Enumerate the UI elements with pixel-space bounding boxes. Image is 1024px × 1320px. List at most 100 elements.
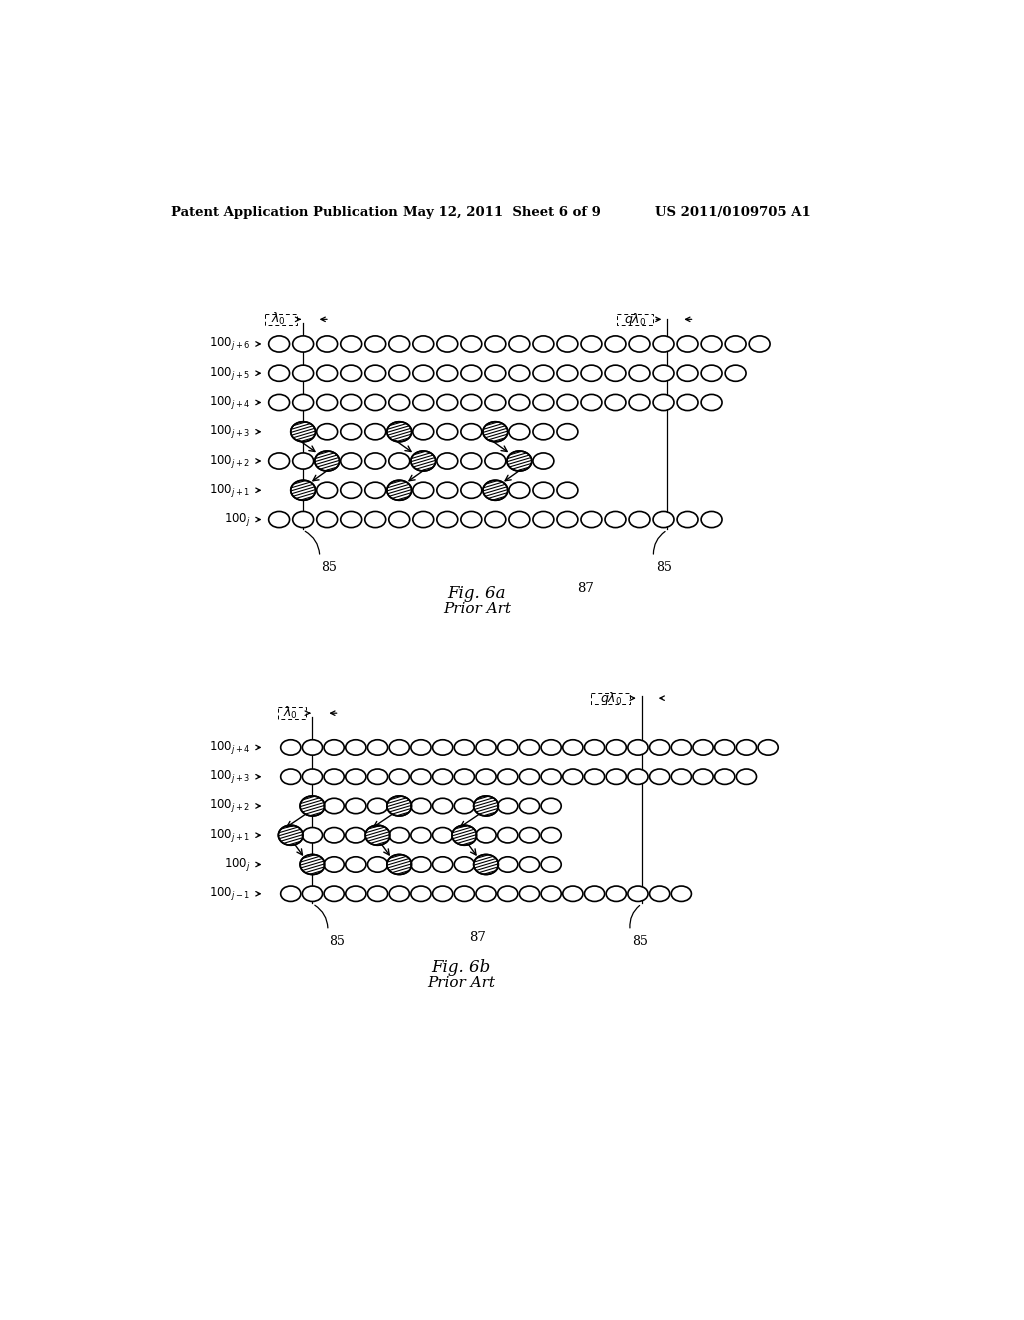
- Ellipse shape: [281, 886, 301, 902]
- Text: Prior Art: Prior Art: [427, 977, 496, 990]
- Ellipse shape: [368, 857, 388, 873]
- Ellipse shape: [300, 796, 325, 816]
- Ellipse shape: [629, 335, 650, 352]
- Ellipse shape: [672, 770, 691, 784]
- Ellipse shape: [455, 770, 474, 784]
- Ellipse shape: [452, 825, 477, 845]
- Ellipse shape: [701, 335, 722, 352]
- Ellipse shape: [387, 854, 412, 875]
- Ellipse shape: [725, 335, 746, 352]
- Ellipse shape: [341, 335, 361, 352]
- Ellipse shape: [758, 739, 778, 755]
- Ellipse shape: [365, 366, 386, 381]
- Text: $q\lambda_0$: $q\lambda_0$: [600, 689, 622, 706]
- Ellipse shape: [605, 511, 626, 528]
- Ellipse shape: [461, 335, 481, 352]
- Ellipse shape: [532, 511, 554, 528]
- Ellipse shape: [413, 395, 434, 411]
- Text: Fig. 6a: Fig. 6a: [447, 585, 506, 602]
- Ellipse shape: [389, 335, 410, 352]
- Ellipse shape: [341, 511, 361, 528]
- Ellipse shape: [293, 511, 313, 528]
- Ellipse shape: [437, 482, 458, 499]
- Ellipse shape: [519, 828, 540, 843]
- Ellipse shape: [316, 424, 338, 440]
- Ellipse shape: [725, 366, 746, 381]
- Bar: [617, 314, 653, 325]
- Ellipse shape: [541, 886, 561, 902]
- Ellipse shape: [411, 799, 431, 813]
- Ellipse shape: [389, 886, 410, 902]
- Ellipse shape: [365, 424, 386, 440]
- Ellipse shape: [498, 770, 518, 784]
- Ellipse shape: [672, 739, 691, 755]
- Ellipse shape: [509, 366, 529, 381]
- Ellipse shape: [411, 739, 431, 755]
- Ellipse shape: [629, 511, 650, 528]
- Ellipse shape: [461, 482, 481, 499]
- Ellipse shape: [485, 453, 506, 469]
- Ellipse shape: [461, 453, 481, 469]
- Ellipse shape: [437, 453, 458, 469]
- Ellipse shape: [413, 335, 434, 352]
- Ellipse shape: [677, 366, 698, 381]
- Text: $100_{j+4}$: $100_{j+4}$: [209, 393, 251, 411]
- Ellipse shape: [324, 857, 344, 873]
- Ellipse shape: [532, 482, 554, 499]
- Text: 85: 85: [655, 561, 672, 574]
- Ellipse shape: [281, 770, 301, 784]
- Ellipse shape: [485, 335, 506, 352]
- Ellipse shape: [365, 453, 386, 469]
- Ellipse shape: [701, 511, 722, 528]
- Ellipse shape: [585, 770, 604, 784]
- Text: $100_{j+4}$: $100_{j+4}$: [209, 739, 251, 756]
- Ellipse shape: [365, 511, 386, 528]
- Ellipse shape: [279, 825, 303, 845]
- Ellipse shape: [519, 857, 540, 873]
- Bar: [592, 693, 630, 704]
- Ellipse shape: [389, 366, 410, 381]
- Ellipse shape: [653, 335, 674, 352]
- Ellipse shape: [365, 395, 386, 411]
- Ellipse shape: [532, 424, 554, 440]
- Ellipse shape: [476, 886, 496, 902]
- Ellipse shape: [411, 857, 431, 873]
- Ellipse shape: [413, 482, 434, 499]
- Ellipse shape: [474, 854, 499, 875]
- Ellipse shape: [581, 395, 602, 411]
- Ellipse shape: [532, 366, 554, 381]
- Ellipse shape: [302, 886, 323, 902]
- Ellipse shape: [346, 828, 366, 843]
- Ellipse shape: [498, 739, 518, 755]
- Ellipse shape: [557, 511, 578, 528]
- Ellipse shape: [541, 770, 561, 784]
- Text: Fig. 6b: Fig. 6b: [432, 960, 490, 977]
- Ellipse shape: [341, 366, 361, 381]
- Ellipse shape: [628, 886, 648, 902]
- Ellipse shape: [368, 739, 388, 755]
- Ellipse shape: [509, 482, 529, 499]
- Ellipse shape: [268, 395, 290, 411]
- Ellipse shape: [432, 857, 453, 873]
- Ellipse shape: [387, 480, 412, 500]
- Ellipse shape: [476, 739, 496, 755]
- Ellipse shape: [387, 796, 412, 816]
- Ellipse shape: [750, 335, 770, 352]
- Ellipse shape: [483, 422, 508, 442]
- Bar: [279, 708, 306, 719]
- Ellipse shape: [581, 511, 602, 528]
- Bar: [265, 314, 297, 325]
- Ellipse shape: [557, 424, 578, 440]
- Text: Patent Application Publication: Patent Application Publication: [171, 206, 397, 219]
- Ellipse shape: [606, 770, 627, 784]
- Ellipse shape: [498, 828, 518, 843]
- Ellipse shape: [509, 395, 529, 411]
- Ellipse shape: [557, 335, 578, 352]
- Ellipse shape: [268, 335, 290, 352]
- Ellipse shape: [532, 453, 554, 469]
- Text: $100_{j+2}$: $100_{j+2}$: [209, 453, 251, 470]
- Ellipse shape: [461, 366, 481, 381]
- Ellipse shape: [509, 424, 529, 440]
- Ellipse shape: [485, 366, 506, 381]
- Ellipse shape: [432, 828, 453, 843]
